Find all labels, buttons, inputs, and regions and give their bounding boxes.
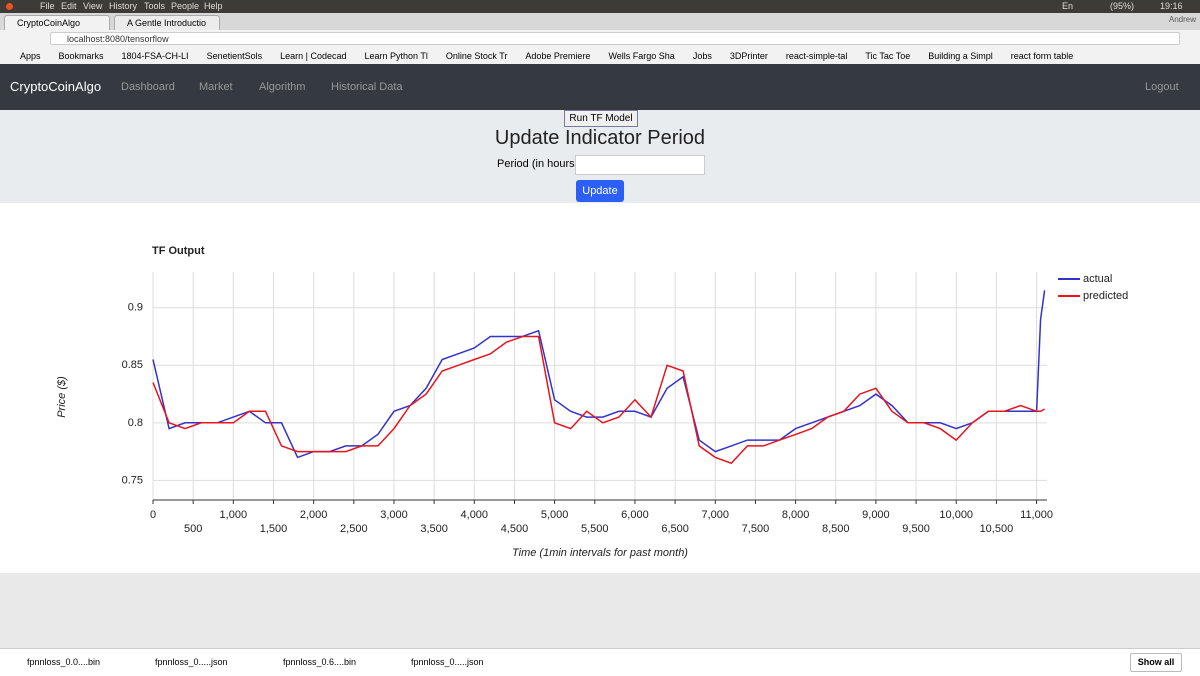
nav-link[interactable]: Dashboard <box>121 81 175 93</box>
x-tick-label: 500 <box>184 523 202 535</box>
download-bar: fpnnloss_0.0....bin fpnnloss_0.....json … <box>0 648 1200 676</box>
menu-item[interactable]: View <box>83 1 103 11</box>
x-tick-label: 4,000 <box>461 509 489 521</box>
profile[interactable]: Andrew <box>1168 15 1196 24</box>
x-tick-label: 9,500 <box>902 523 930 535</box>
x-tick-label: 8,000 <box>782 509 810 521</box>
x-tick-label: 7,000 <box>701 509 729 521</box>
bookmarks-bar: Apps Bookmarks 1804-FSA-CH-LI SenetientS… <box>0 48 1200 65</box>
series-line <box>152 335 1045 465</box>
x-tick-label: 6,000 <box>621 509 649 521</box>
x-tick-label: 11,000 <box>1020 509 1053 521</box>
bookmark[interactable]: Wells Fargo Sha <box>608 51 675 61</box>
period-input[interactable] <box>575 155 705 175</box>
bookmark[interactable]: Adobe Premiere <box>525 51 591 61</box>
bookmark[interactable]: Tic Tac Toe <box>865 51 911 61</box>
bookmark[interactable]: 3DPrinter <box>729 51 768 61</box>
chart-panel: TF Output Time (1min intervals for past … <box>0 203 1200 573</box>
chart-layer: TF Output Time (1min intervals for past … <box>56 245 1128 559</box>
x-tick-label: 3,000 <box>380 509 408 521</box>
tab[interactable]: A Gentle Introductio <box>114 15 220 30</box>
bookmark[interactable]: Learn | Codecad <box>280 51 347 61</box>
clock[interactable]: 19:16 <box>1160 1 1183 11</box>
form-area: Run TF Model Update Indicator Period Per… <box>0 110 1200 203</box>
y-axis-label: Price ($) <box>56 376 68 418</box>
url-field[interactable]: localhost:8080/tensorflow <box>50 32 1180 45</box>
address-bar: localhost:8080/tensorflow <box>0 30 1200 48</box>
show-all-button[interactable]: Show all <box>1130 653 1182 672</box>
download-item[interactable]: fpnnloss_0.0....bin <box>27 657 101 667</box>
navbar: CryptoCoinAlgo Dashboard Market Algorith… <box>0 64 1200 110</box>
language[interactable]: En <box>1062 1 1074 11</box>
nav-link[interactable]: Historical Data <box>331 81 403 93</box>
x-tick-label: 1,000 <box>220 509 248 521</box>
x-tick-label: 10,000 <box>939 509 973 521</box>
x-tick-label: 5,500 <box>581 523 609 535</box>
x-tick-label: 9,000 <box>862 509 890 521</box>
nav-link[interactable]: Algorithm <box>259 81 306 93</box>
bookmark[interactable]: Online Stock Tr <box>445 51 508 61</box>
chart: TF Output Time (1min intervals for past … <box>56 245 1128 559</box>
menu-item[interactable]: Help <box>204 1 223 11</box>
x-axis-label: Time (1min intervals for past month) <box>512 547 688 559</box>
bookmark[interactable]: Apps <box>20 51 41 61</box>
update-button[interactable]: Update <box>576 180 624 202</box>
close-button[interactable] <box>6 3 13 10</box>
chart-title: TF Output <box>152 245 205 257</box>
x-tick-label: 7,500 <box>742 523 770 535</box>
y-tick-label: 0.75 <box>122 474 143 486</box>
y-tick-label: 0.9 <box>128 302 143 314</box>
legend-label: actual <box>1083 273 1112 285</box>
menu-item[interactable]: People <box>171 1 200 11</box>
x-tick-label: 8,500 <box>822 523 850 535</box>
bookmark[interactable]: Bookmarks <box>58 51 104 61</box>
menu-item[interactable]: Tools <box>144 1 166 11</box>
menu-item[interactable]: Edit <box>61 1 77 11</box>
y-tick-label: 0.8 <box>128 417 143 429</box>
nav-link[interactable]: Market <box>199 81 233 93</box>
download-item[interactable]: fpnnloss_0.....json <box>411 657 484 667</box>
y-tick-label: 0.85 <box>122 359 143 371</box>
x-tick-label: 0 <box>150 509 156 521</box>
bookmark[interactable]: Building a Simpl <box>928 51 993 61</box>
logout-link[interactable]: Logout <box>1145 81 1179 93</box>
series-line <box>152 290 1046 459</box>
run-button[interactable]: Run TF Model <box>564 110 638 127</box>
x-tick-label: 10,500 <box>980 523 1014 535</box>
legend-label: predicted <box>1083 290 1128 302</box>
x-tick-label: 4,500 <box>501 523 529 535</box>
period-label: Period (in hours): <box>497 158 582 170</box>
bookmark[interactable]: 1804-FSA-CH-LI <box>121 51 189 61</box>
bookmark[interactable]: react form table <box>1010 51 1074 61</box>
download-item[interactable]: fpnnloss_0.....json <box>155 657 228 667</box>
bookmark[interactable]: Learn Python Tl <box>364 51 428 61</box>
menu-item[interactable]: History <box>109 1 138 11</box>
bookmark[interactable]: Jobs <box>692 51 712 61</box>
x-tick-label: 6,500 <box>661 523 689 535</box>
x-tick-label: 2,000 <box>300 509 328 521</box>
x-tick-label: 1,500 <box>260 523 288 535</box>
menu-item[interactable]: File <box>40 1 55 11</box>
x-tick-label: 5,000 <box>541 509 569 521</box>
tab-strip: CryptoCoinAlgo A Gentle Introductio Andr… <box>0 13 1200 30</box>
tab[interactable]: CryptoCoinAlgo <box>4 15 110 30</box>
x-tick-label: 2,500 <box>340 523 368 535</box>
heading: Update Indicator Period <box>494 127 706 149</box>
bookmark[interactable]: react-simple-tal <box>785 51 848 61</box>
x-tick-label: 3,500 <box>420 523 448 535</box>
brand[interactable]: CryptoCoinAlgo <box>10 79 102 94</box>
os-bar: File Edit View History Tools People Help… <box>0 0 1200 13</box>
download-item[interactable]: fpnnloss_0.6....bin <box>283 657 357 667</box>
bookmark[interactable]: SenetientSols <box>206 51 263 61</box>
bookmark-list: Apps Bookmarks 1804-FSA-CH-LI SenetientS… <box>0 48 1200 64</box>
battery[interactable]: (95%) <box>1110 1 1135 11</box>
